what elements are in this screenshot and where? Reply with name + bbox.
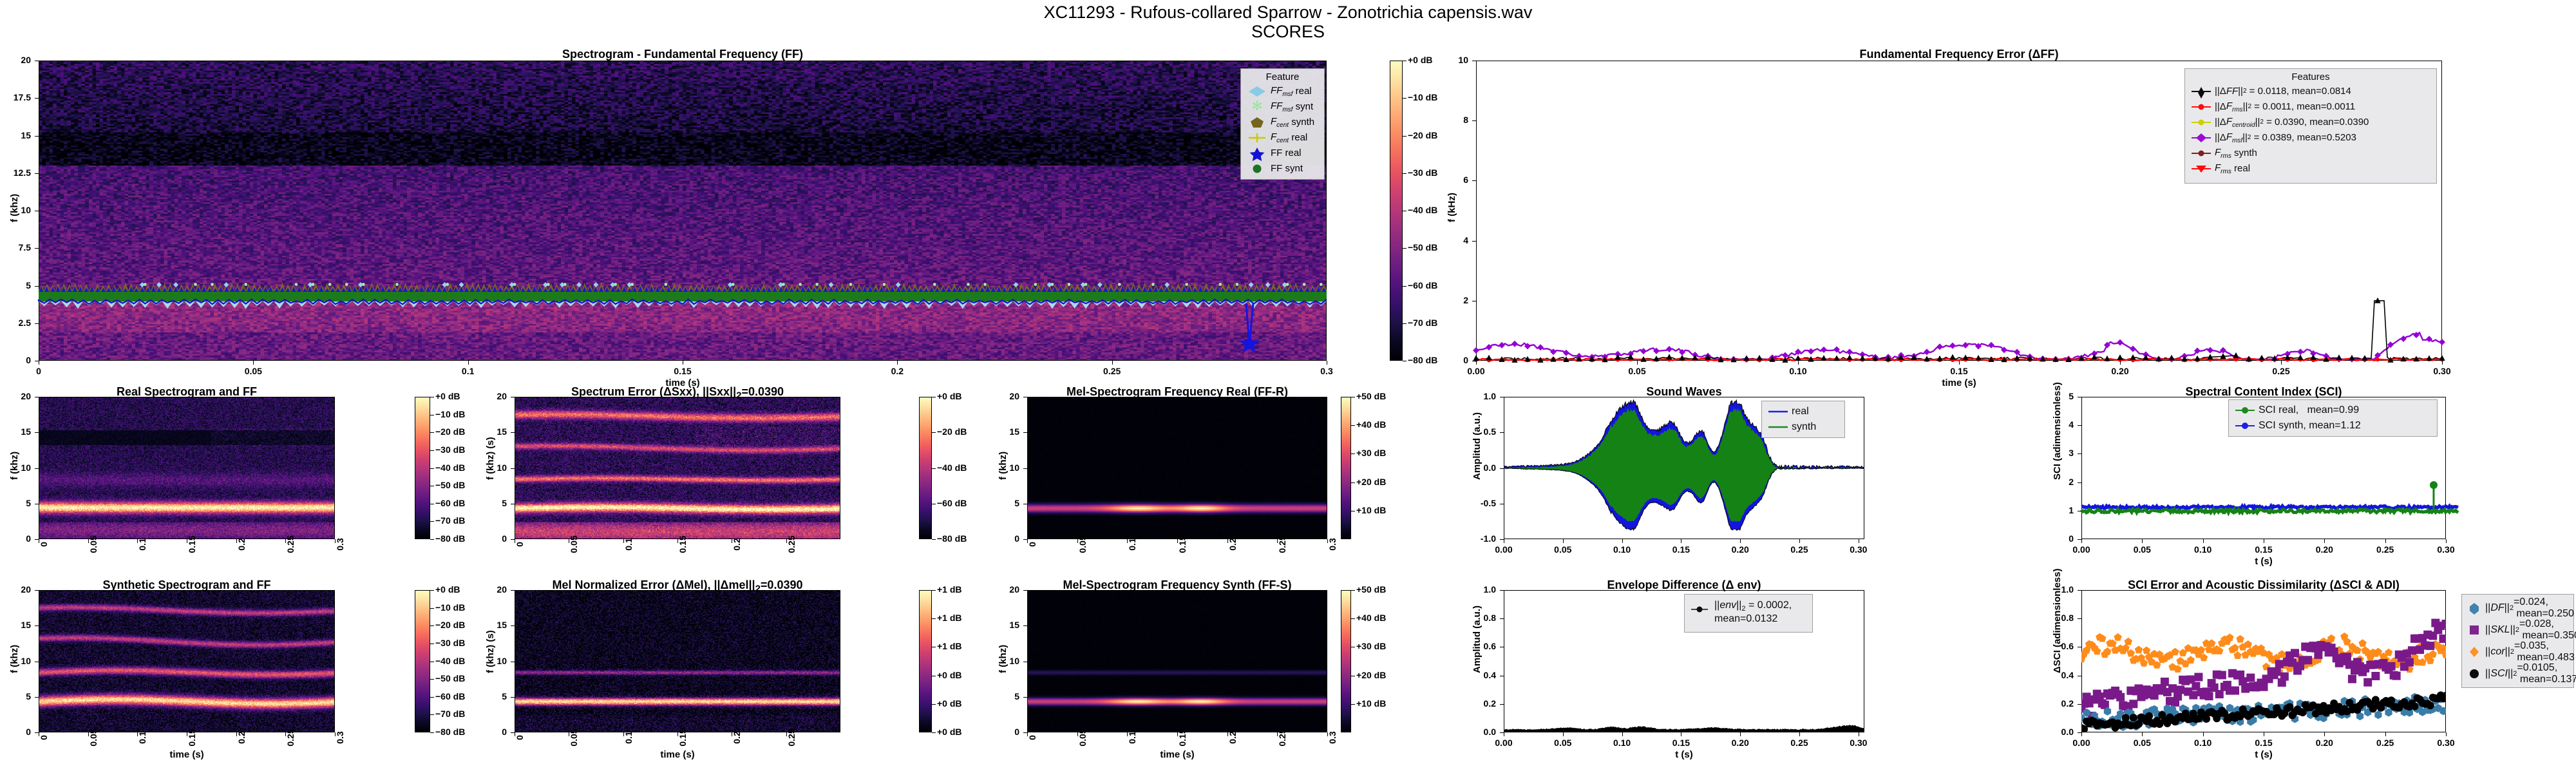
svg-text:✻: ✻: [1252, 99, 1263, 113]
